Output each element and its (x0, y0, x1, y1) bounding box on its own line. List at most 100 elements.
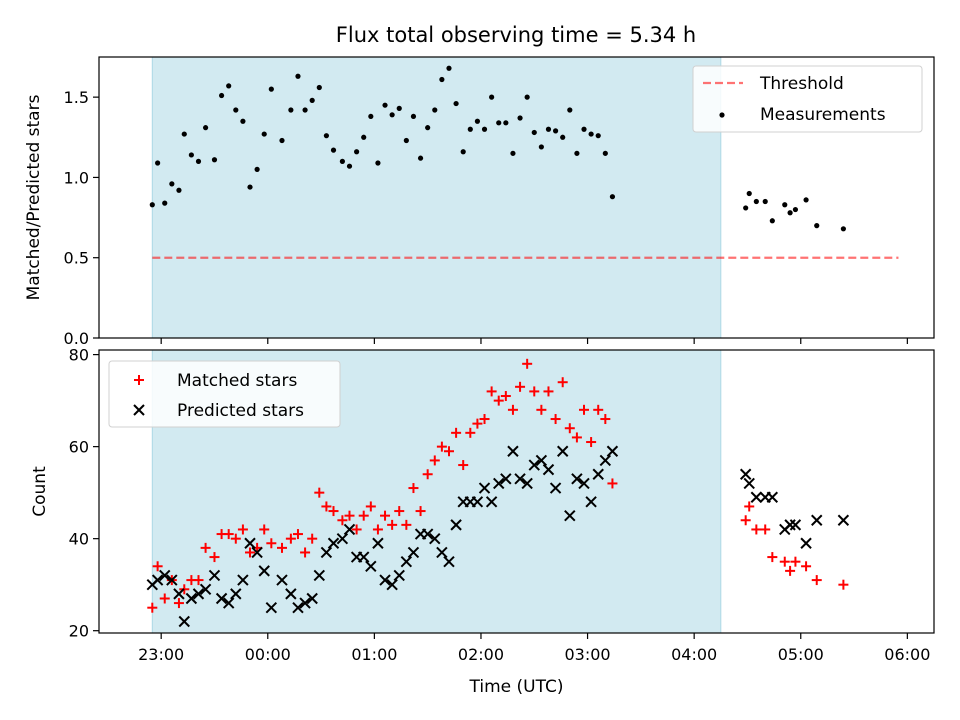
predicted-point (199, 583, 212, 595)
legend-predicted-label: Predicted stars (177, 401, 304, 421)
predicted-point (379, 574, 391, 586)
predicted-point (421, 528, 434, 540)
measurement-point (181, 131, 187, 137)
matched-point (543, 386, 554, 397)
matched-point (550, 414, 561, 425)
matched-point (458, 460, 469, 471)
matched-point (321, 501, 332, 512)
measurement-point (323, 133, 330, 139)
matched-point (744, 501, 755, 512)
matched-point (372, 524, 383, 535)
measurement-point (211, 157, 218, 163)
matched-point (593, 404, 604, 415)
predicted-point (471, 496, 484, 508)
count-x-tick-label: 04:00 (671, 645, 717, 664)
ratio-y-tick-label: 1.5 (64, 88, 89, 107)
matched-point (536, 404, 547, 415)
matched-point (152, 561, 163, 572)
predicted-point (215, 592, 228, 605)
ratio-legend: Threshold Measurements (692, 65, 923, 133)
predicted-point (811, 514, 823, 526)
measurement-point (375, 160, 381, 166)
measurement-point (279, 137, 285, 144)
measurement-point (309, 97, 315, 103)
matched-point (365, 501, 376, 512)
matched-point (811, 575, 822, 586)
measurement-point (467, 126, 473, 132)
predicted-point (386, 578, 398, 591)
matched-point (307, 533, 318, 544)
predicted-point (556, 445, 569, 457)
measurement-point (295, 73, 301, 79)
measurement-point (188, 152, 194, 158)
count-panel: 20 40 60 80 23:00 00:00 01:00 02:00 03:00 04:00 0… (30, 346, 935, 697)
measurement-point (403, 137, 409, 144)
matched-point (266, 538, 277, 549)
measurement-point (503, 120, 509, 126)
measurement-point (361, 134, 367, 140)
count-y-axis-label: Count (30, 466, 50, 517)
ratio-shaded-span (151, 56, 722, 339)
measurement-point (302, 107, 308, 113)
predicted-point (837, 514, 850, 526)
measurement-point (840, 226, 846, 232)
measurement-point (346, 163, 353, 169)
legend-predicted-swatch (133, 404, 145, 416)
predicted-point (400, 555, 413, 568)
predicted-point (222, 597, 235, 609)
predicted-point (159, 569, 171, 582)
ratio-y-tick-label: 0.5 (64, 249, 89, 268)
matched-point (422, 469, 433, 480)
predicted-point (237, 574, 249, 586)
legend-measurements-label: Measurements (760, 105, 886, 125)
count-x-tick-label: 00:00 (245, 645, 291, 664)
matched-point (740, 515, 751, 526)
count-y-tick-label: 40 (69, 530, 89, 549)
count-y-tick-label: 80 (69, 346, 89, 365)
matched-point (785, 565, 796, 576)
ratio-panel: 0.0 0.5 1.0 1.5 Matched/Predicted stars Thr… (24, 56, 935, 348)
matched-point (159, 593, 170, 604)
measurement-point (769, 218, 775, 224)
matched-point (408, 483, 419, 494)
matched-point (209, 552, 220, 563)
matched-point (479, 414, 490, 425)
matched-point (351, 524, 362, 535)
ratio-y-axis-label: Matched/Predicted stars (24, 94, 44, 300)
measurement-point (389, 112, 395, 118)
matched-point (838, 579, 849, 590)
measurement-point (240, 118, 246, 124)
matched-point (380, 510, 391, 521)
measurement-point (453, 100, 459, 107)
predicted-point (429, 532, 441, 545)
count-legend: Matched stars Predicted stars (108, 360, 341, 428)
predicted-point (743, 477, 755, 490)
predicted-point (336, 532, 349, 545)
count-x-tick-label: 23:00 (138, 645, 184, 664)
count-x-tick-label: 01:00 (351, 645, 397, 664)
measurement-point (195, 158, 202, 164)
measurement-point (474, 118, 481, 124)
measurement-point (339, 158, 345, 164)
matched-point (237, 524, 248, 535)
ratio-legend-box (692, 65, 923, 133)
measurement-point (743, 205, 749, 211)
predicted-point (251, 546, 263, 559)
matched-point (767, 552, 778, 563)
predicted-point (493, 477, 505, 490)
matched-point (193, 575, 204, 586)
legend-threshold-label: Threshold (759, 74, 844, 94)
matched-point (586, 437, 597, 448)
measurement-point (489, 94, 495, 100)
matched-point (147, 602, 158, 613)
predicted-point (313, 569, 326, 582)
predicted-point (244, 537, 256, 549)
count-axes-frame (98, 349, 935, 634)
predicted-point (564, 509, 576, 522)
predicted-point (784, 519, 796, 531)
measurement-point (446, 65, 452, 71)
measurement-point (792, 206, 799, 213)
matched-point (522, 358, 533, 369)
predicted-point (514, 473, 526, 485)
